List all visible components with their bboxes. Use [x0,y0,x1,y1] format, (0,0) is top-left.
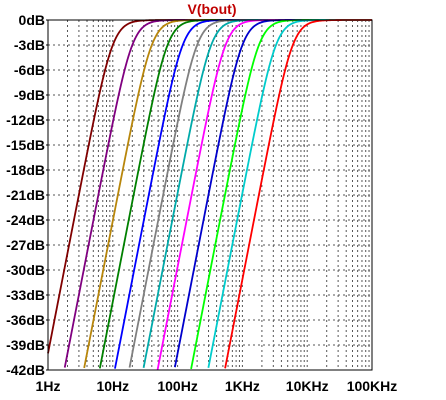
y-tick-label: -6dB [14,62,45,78]
x-tick-label: 1Hz [36,378,61,394]
x-tick-label: 100Hz [157,378,197,394]
y-tick-label: -24dB [6,212,45,228]
x-axis-labels: 1Hz 10Hz 100Hz 1KHz 10KHz 100KHz [36,378,398,394]
y-tick-label: -18dB [6,162,45,178]
y-tick-label: -3dB [14,37,45,53]
x-tick-label: 10KHz [286,378,329,394]
y-tick-label: 0dB [19,12,45,28]
chart-grid [48,20,372,370]
y-tick-label: -42dB [6,362,45,378]
y-tick-label: -9dB [14,87,45,103]
y-tick-label: -15dB [6,137,45,153]
y-tick-label: -27dB [6,237,45,253]
y-tick-label: -12dB [6,112,45,128]
chart-title: V(bout) [188,1,237,17]
x-tick-label: 1KHz [225,378,260,394]
y-axis-labels: 0dB -3dB -6dB -9dB -12dB -15dB -18dB -21dB -24dB… [6,12,48,378]
x-tick-label: 10Hz [96,378,129,394]
y-tick-label: -30dB [6,262,45,278]
y-tick-label: -36dB [6,312,45,328]
series-line-11 [207,19,372,369]
series-line-12 [224,19,372,369]
y-tick-label: -33dB [6,287,45,303]
y-tick-label: -39dB [6,337,45,353]
y-tick-label: -21dB [6,187,45,203]
x-tick-label: 100KHz [347,378,398,394]
